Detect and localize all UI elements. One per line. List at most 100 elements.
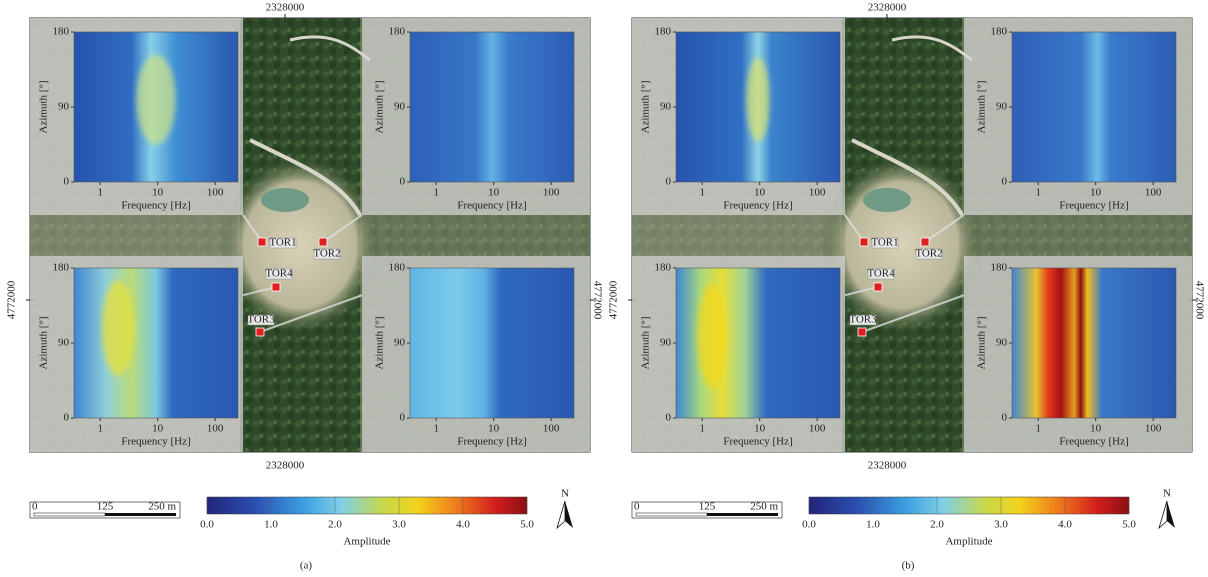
station-marker	[921, 238, 929, 246]
colorbar-label: Amplitude	[343, 536, 390, 548]
panel-label: (b)	[902, 560, 915, 572]
y-tick-label: 0	[64, 176, 70, 188]
x-tick-label: 100	[543, 187, 560, 199]
x-tick-label: 1	[97, 423, 103, 435]
station-marker	[256, 328, 264, 336]
y-axis-label: Azimuth [°]	[640, 317, 652, 370]
x-tick-label: 100	[207, 187, 224, 199]
x-axis-label: Frequency [Hz]	[457, 436, 526, 448]
heatmap-hotspot	[747, 58, 770, 142]
north-arrow	[565, 501, 573, 528]
scalebar-label: 125	[699, 501, 716, 513]
y-tick-label: 90	[58, 337, 70, 349]
x-tick-label: 100	[1145, 187, 1162, 199]
x-tick-label: 10	[152, 187, 164, 199]
station-label: TOR2	[313, 248, 340, 260]
x-tick-label: 1	[433, 423, 439, 435]
x-tick-label: 10	[1090, 187, 1102, 199]
north-arrow	[1159, 501, 1167, 528]
quarry-clearing	[220, 155, 380, 335]
colorbar-tick-label: 3.0	[994, 519, 1008, 531]
scalebar-segment	[34, 513, 105, 516]
station-marker	[258, 238, 266, 246]
station-label: TOR3	[849, 314, 877, 326]
heatmap-hotspot	[136, 55, 175, 145]
scalebar-label: 250 m	[148, 501, 176, 513]
north-arrow	[1167, 501, 1175, 528]
quarry-clearing	[822, 155, 982, 335]
y-tick-label: 180	[53, 26, 70, 38]
y-tick-label: 0	[64, 412, 70, 424]
y-tick-label: 0	[666, 176, 672, 188]
y-tick-label: 90	[58, 101, 70, 113]
y-axis-label: Azimuth [°]	[38, 317, 50, 370]
colorbar	[207, 497, 527, 514]
x-axis-label: Frequency [Hz]	[457, 200, 526, 212]
y-tick-label: 180	[53, 262, 70, 274]
scalebar-label: 0	[634, 501, 640, 513]
x-tick-label: 100	[809, 423, 826, 435]
y-tick-label: 0	[400, 176, 406, 188]
y-tick-label: 0	[1002, 176, 1008, 188]
x-axis-label: Frequency [Hz]	[1059, 200, 1128, 212]
y-tick-label: 180	[389, 262, 406, 274]
figure: 2328000232800047720004772000110100090180…	[0, 0, 1208, 577]
y-axis-label: Azimuth [°]	[374, 81, 386, 134]
y-axis-label: Azimuth [°]	[38, 81, 50, 134]
y-tick-label: 180	[991, 26, 1008, 38]
y-tick-label: 180	[991, 262, 1008, 274]
northing-label: 4772000	[608, 280, 620, 319]
x-tick-label: 10	[488, 187, 500, 199]
panel-label: (a)	[300, 560, 313, 572]
x-tick-label: 100	[207, 423, 224, 435]
scalebar-label: 0	[32, 501, 38, 513]
x-tick-label: 100	[1145, 423, 1162, 435]
y-tick-label: 90	[996, 337, 1008, 349]
x-tick-label: 10	[754, 187, 766, 199]
x-tick-label: 1	[97, 187, 103, 199]
easting-label: 2328000	[868, 460, 907, 472]
colorbar-tick-label: 0.0	[802, 519, 816, 531]
y-tick-label: 90	[660, 101, 672, 113]
heatmap	[1012, 268, 1176, 418]
y-tick-label: 90	[996, 101, 1008, 113]
y-tick-label: 180	[655, 262, 672, 274]
easting-label: 2328000	[266, 460, 305, 472]
y-axis-label: Azimuth [°]	[374, 317, 386, 370]
x-axis-label: Frequency [Hz]	[723, 200, 792, 212]
x-tick-label: 1	[1035, 423, 1041, 435]
x-tick-label: 1	[1035, 187, 1041, 199]
colorbar-tick-label: 2.0	[930, 519, 944, 531]
heatmap-hotspot	[102, 280, 135, 376]
y-tick-label: 0	[1002, 412, 1008, 424]
pond	[261, 188, 309, 212]
x-tick-label: 10	[488, 423, 500, 435]
colorbar-label: Amplitude	[945, 536, 992, 548]
scalebar-segment	[105, 513, 176, 516]
colorbar-tick-label: 3.0	[392, 519, 406, 531]
scalebar-label: 250 m	[750, 501, 778, 513]
y-axis-label: Azimuth [°]	[640, 81, 652, 134]
y-tick-label: 0	[666, 412, 672, 424]
colorbar-tick-label: 5.0	[1122, 519, 1136, 531]
colorbar-tick-label: 0.0	[200, 519, 214, 531]
scalebar-segment	[636, 513, 707, 516]
colorbar-tick-label: 2.0	[328, 519, 342, 531]
y-tick-label: 90	[394, 337, 406, 349]
station-marker	[874, 283, 882, 291]
y-axis-label: Azimuth [°]	[976, 317, 988, 370]
scalebar-segment	[707, 513, 778, 516]
station-marker	[860, 238, 868, 246]
easting-label: 2328000	[266, 2, 305, 14]
station-marker	[319, 238, 327, 246]
y-tick-label: 0	[400, 412, 406, 424]
pond	[863, 188, 911, 212]
colorbar-tick-label: 5.0	[520, 519, 534, 531]
colorbar-tick-label: 1.0	[866, 519, 880, 531]
scalebar-label: 125	[97, 501, 114, 513]
x-axis-label: Frequency [Hz]	[1059, 436, 1128, 448]
x-tick-label: 10	[754, 423, 766, 435]
station-label: TOR1	[269, 237, 296, 249]
x-tick-label: 10	[1090, 423, 1102, 435]
